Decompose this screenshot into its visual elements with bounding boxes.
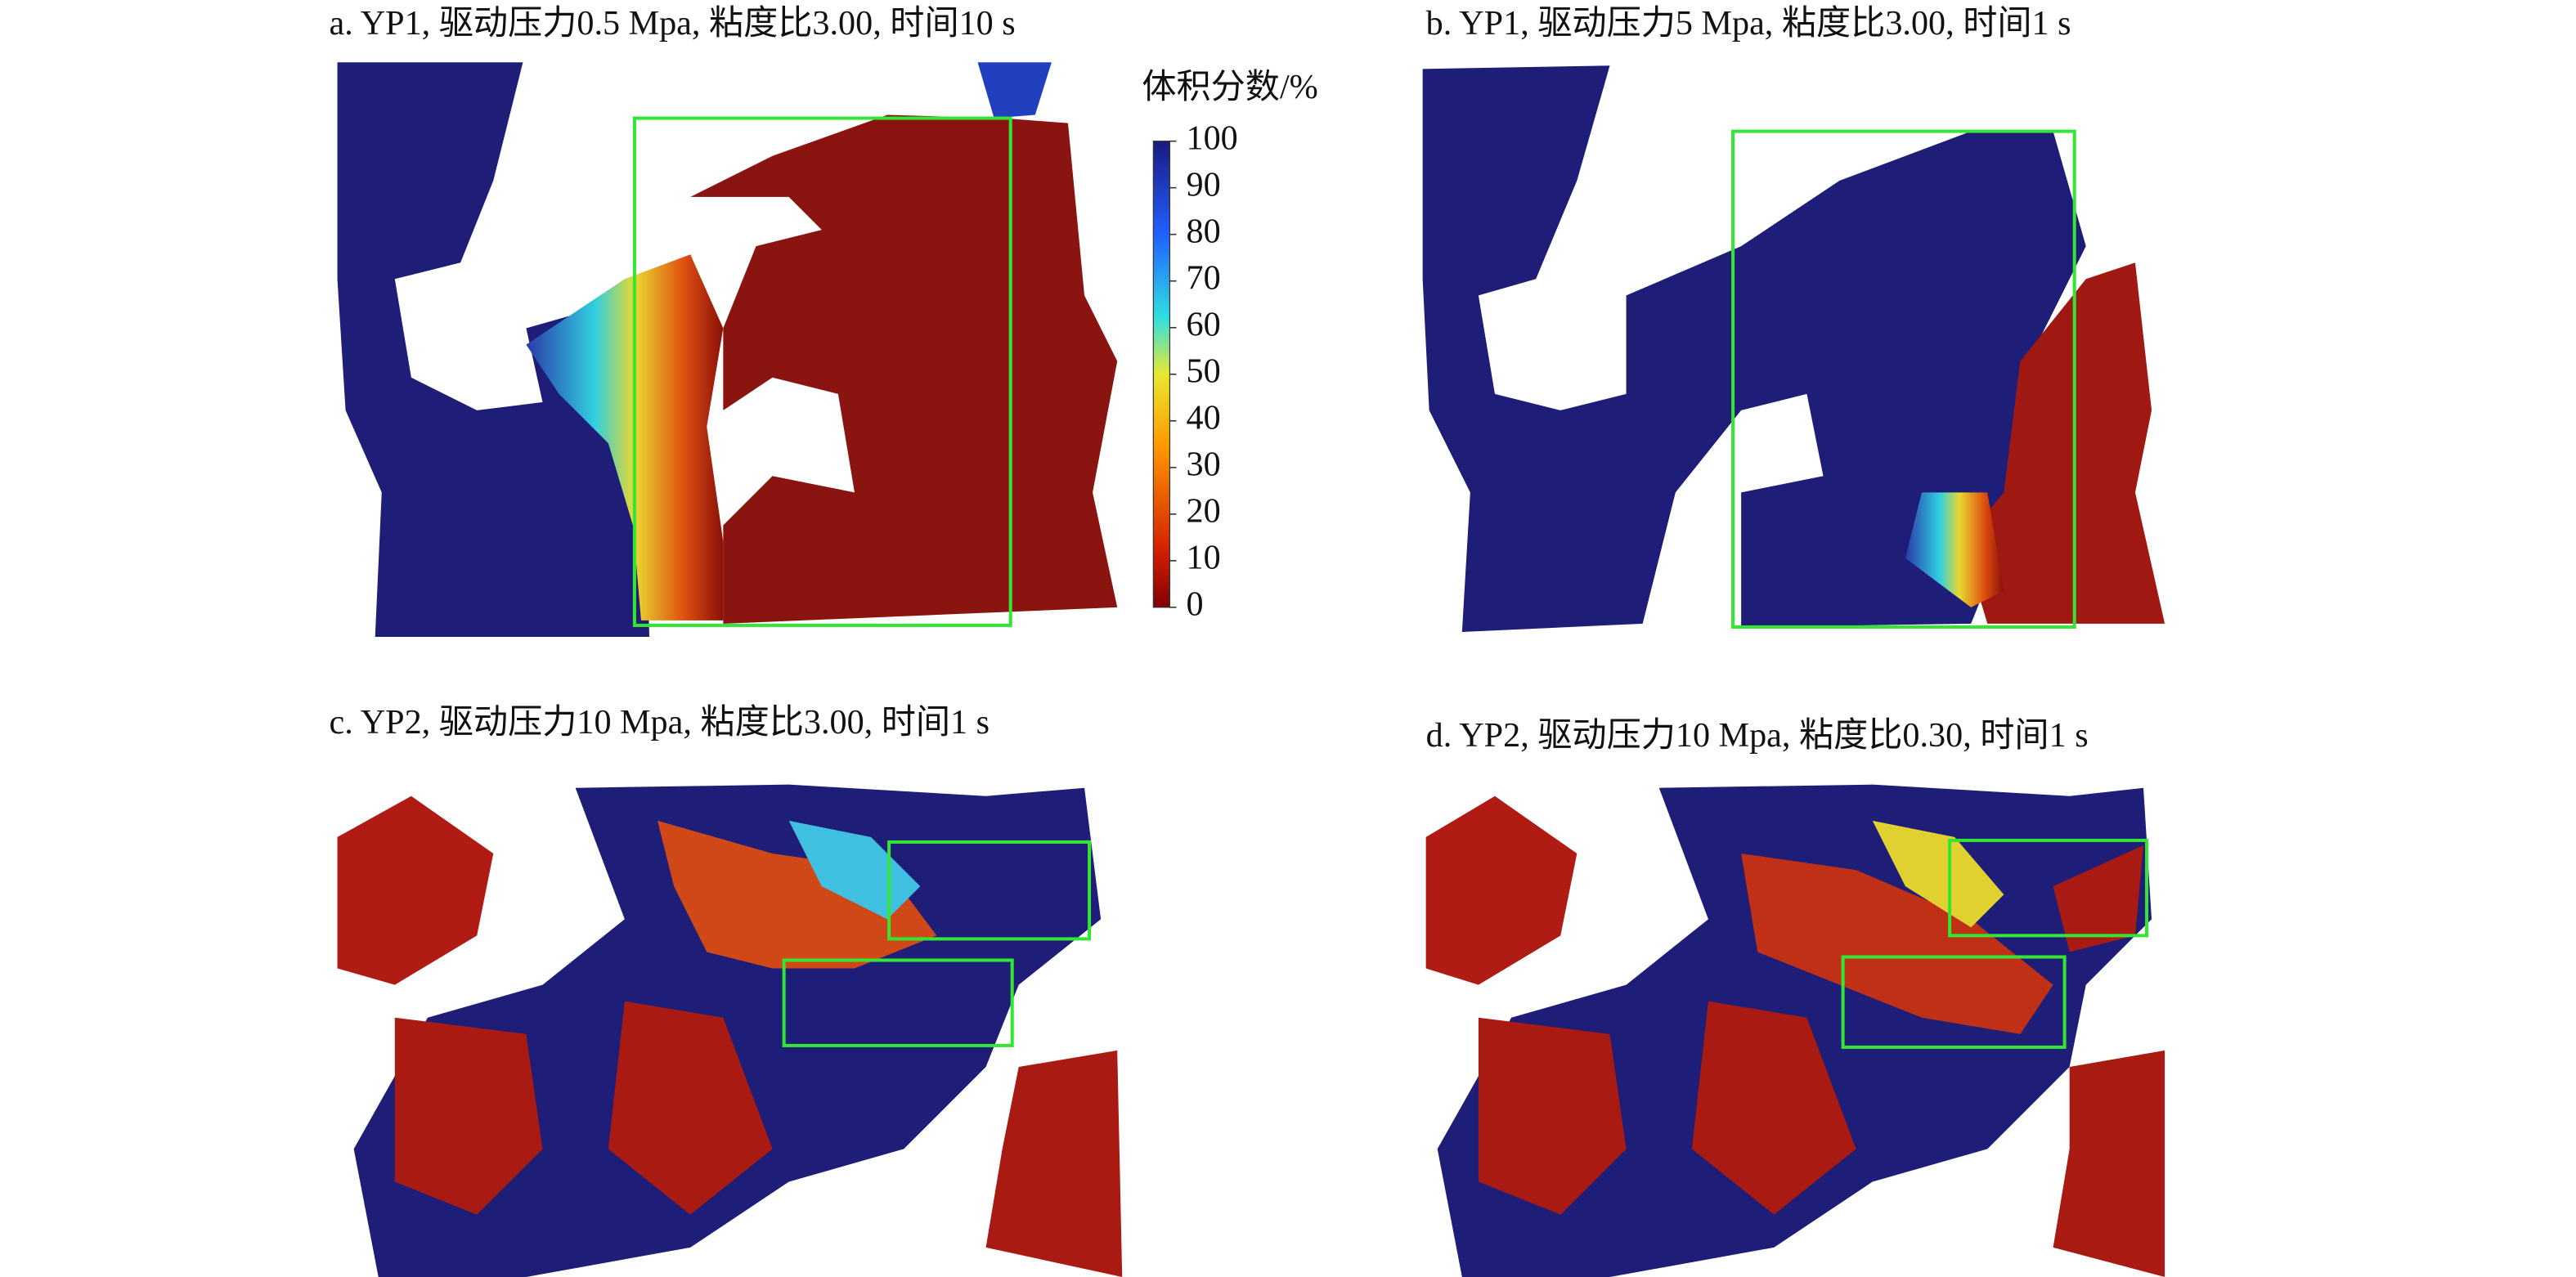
tick-label: 20 bbox=[1187, 491, 1221, 530]
panel-a: a. YP1, 驱动压力0.5 Mpa, 粘度比3.00, 时间10 s bbox=[329, 4, 1118, 637]
tick-label: 50 bbox=[1187, 352, 1221, 390]
pore-region bbox=[337, 62, 649, 637]
panel-d: d. YP2, 驱动压力10 Mpa, 粘度比0.30, 时间1 s bbox=[1425, 716, 2165, 1277]
colorbar-title: 体积分数/% bbox=[1142, 68, 1317, 106]
highlight-box bbox=[1841, 955, 2067, 1049]
highlight-box bbox=[632, 116, 1012, 627]
tick-label: 30 bbox=[1187, 445, 1221, 483]
pore-region bbox=[1905, 492, 2004, 607]
pore-region bbox=[1963, 262, 2165, 624]
colorbar: 体积分数/% 0 10 20 30 40 50 60 70 80 90 100 bbox=[1142, 68, 1317, 623]
pore-region bbox=[657, 820, 937, 969]
highlight-box bbox=[1731, 129, 2076, 629]
panel-title: d. YP2, 驱动压力10 Mpa, 粘度比0.30, 时间1 s bbox=[1426, 716, 2089, 755]
panel-title: b. YP1, 驱动压力5 Mpa, 粘度比3.00, 时间1 s bbox=[1426, 4, 2071, 43]
panel-b: b. YP1, 驱动压力5 Mpa, 粘度比3.00, 时间1 s bbox=[1422, 4, 2165, 632]
pore-region bbox=[1425, 795, 1577, 985]
highlight-box bbox=[1948, 838, 2149, 938]
tick-label: 10 bbox=[1187, 539, 1221, 577]
tick-label: 40 bbox=[1187, 398, 1221, 437]
tick-label: 90 bbox=[1187, 165, 1221, 204]
tick-label: 100 bbox=[1187, 119, 1238, 157]
tick-label: 80 bbox=[1187, 212, 1221, 250]
pore-region bbox=[788, 820, 921, 920]
pore-region bbox=[977, 62, 1052, 119]
pore-region bbox=[690, 114, 1118, 624]
pore-region bbox=[1872, 820, 2004, 928]
highlight-box bbox=[887, 840, 1092, 941]
colorbar-scale bbox=[1152, 141, 1171, 608]
tick-label: 70 bbox=[1187, 258, 1221, 297]
pore-region bbox=[1422, 65, 2086, 632]
pore-region bbox=[1478, 845, 2165, 1277]
panel-title: a. YP1, 驱动压力0.5 Mpa, 粘度比3.00, 时间10 s bbox=[329, 4, 1015, 43]
pore-region bbox=[1741, 854, 2053, 1034]
tick-label: 0 bbox=[1187, 585, 1204, 624]
pore-region bbox=[526, 254, 724, 621]
highlight-box bbox=[782, 958, 1014, 1047]
panel-c: c. YP2, 驱动压力10 Mpa, 粘度比3.00, 时间1 s bbox=[329, 703, 1123, 1277]
panel-title: c. YP2, 驱动压力10 Mpa, 粘度比3.00, 时间1 s bbox=[329, 703, 990, 742]
pore-region bbox=[394, 1001, 1123, 1277]
pore-region bbox=[337, 795, 494, 985]
tick-label: 60 bbox=[1187, 305, 1221, 343]
